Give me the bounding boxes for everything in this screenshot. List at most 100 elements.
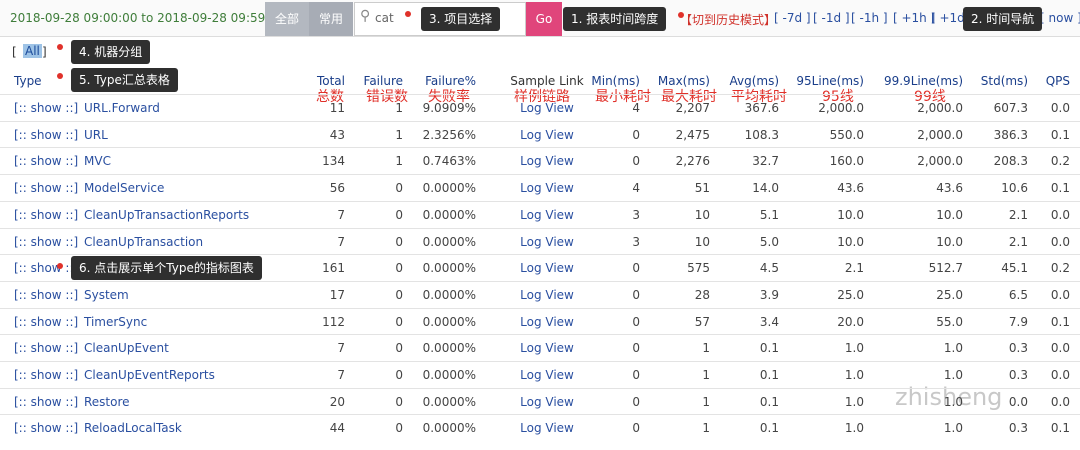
line95: 2.1 (844, 261, 864, 276)
line999: 1.0 (943, 394, 963, 409)
log-view[interactable]: Log View (520, 127, 574, 142)
table-row (0, 361, 1080, 389)
max: 10 (694, 207, 710, 222)
table-row (0, 254, 1080, 282)
annotation: 总数 (316, 89, 344, 105)
log-view[interactable]: Log View (520, 261, 574, 276)
nav-link[interactable]: [ -1d ] (813, 11, 850, 25)
annotation: 最小耗时 (595, 89, 651, 105)
avg: 14.0 (752, 181, 779, 196)
log-view[interactable]: Log View (520, 314, 574, 329)
line95: 10.0 (837, 207, 864, 222)
annotation: 平均耗时 (731, 89, 787, 105)
type-name[interactable]: CleanUpEventReports (84, 368, 215, 382)
nav-link[interactable]: [ -1h ] (851, 11, 888, 25)
show-link[interactable]: [:: show ::] (14, 207, 79, 222)
show-link[interactable]: [:: show ::] (14, 154, 79, 169)
show-link[interactable]: [:: show ::] (14, 127, 79, 142)
log-view[interactable]: Log View (520, 421, 574, 436)
qps: 0.0 (1050, 101, 1070, 115)
failure-pct: 9.0909% (422, 101, 476, 115)
avg: 367.6 (744, 101, 779, 115)
total: 112 (322, 314, 345, 329)
min: 0 (632, 127, 640, 142)
show-link[interactable]: [:: show ::] (14, 101, 79, 115)
total: 44 (329, 421, 345, 436)
type-name[interactable]: System (84, 287, 129, 302)
annotation: 失败率 (428, 89, 470, 105)
nav-link[interactable]: [ now ] (1040, 11, 1080, 25)
type-name[interactable]: MVC (84, 154, 111, 169)
failure: 0 (395, 207, 403, 222)
type-name[interactable]: ModelService (84, 181, 165, 196)
min: 0 (632, 287, 640, 302)
min: 0 (632, 421, 640, 436)
column-header: Sample Link (510, 74, 584, 88)
type-name[interactable]: CleanUpTransactionReports (84, 207, 250, 222)
total: 20 (329, 394, 345, 409)
min: 0 (632, 154, 640, 169)
show-link[interactable]: [:: show ::] (14, 234, 79, 249)
total: 161 (322, 261, 345, 276)
total: 7 (337, 207, 345, 222)
log-view[interactable]: Log View (520, 368, 574, 382)
qps: 0.0 (1050, 234, 1070, 249)
tooltip: 2. 时间导航 (963, 7, 1043, 31)
std: 2.1 (1008, 234, 1028, 249)
show-link[interactable]: [:: show ::] (14, 287, 79, 302)
std: 0.3 (1008, 368, 1028, 382)
std: 6.5 (1008, 287, 1028, 302)
log-view[interactable]: Log View (520, 234, 574, 249)
log-view[interactable]: Log View (520, 154, 574, 169)
failure-pct: 0.0000% (422, 314, 476, 329)
type-name[interactable]: Restore (84, 394, 130, 409)
min: 4 (632, 101, 640, 115)
annotation: 95线 (822, 89, 854, 105)
std: 7.9 (1008, 314, 1028, 329)
log-view[interactable]: Log View (520, 341, 574, 356)
go-button[interactable]: Go (526, 2, 562, 36)
tooltip: 1. 报表时间跨度 (563, 7, 667, 31)
column-header: Std(ms) (980, 74, 1028, 88)
show-link[interactable]: [:: show ::] (14, 181, 79, 196)
show-link[interactable]: [:: show ::] (14, 314, 79, 329)
line95: 1.0 (844, 421, 864, 436)
column-header: Type (14, 74, 42, 88)
log-view[interactable]: Log View (520, 101, 574, 115)
line95: 43.6 (837, 181, 864, 196)
show-link[interactable]: [:: show ::] (14, 421, 79, 436)
group-all[interactable]: All (23, 44, 42, 58)
type-name[interactable]: URL.Forward (84, 101, 160, 115)
nav-link[interactable]: [ +1h ] (893, 11, 936, 25)
type-name[interactable]: TimerSync (84, 314, 148, 329)
line999: 1.0 (943, 341, 963, 356)
qps: 0.0 (1050, 207, 1070, 222)
tooltip-dot (57, 44, 63, 50)
all-button[interactable]: 全部 (265, 2, 309, 36)
annotation: 99线 (914, 89, 946, 105)
log-view[interactable]: Log View (520, 394, 574, 409)
avg: 0.1 (759, 368, 779, 382)
type-name[interactable]: URL (84, 127, 108, 142)
total: 17 (329, 287, 345, 302)
show-link[interactable]: [:: show ::] (14, 341, 79, 356)
type-name[interactable]: CleanUpEvent (84, 341, 169, 356)
common-button[interactable]: 常用 (309, 2, 353, 36)
table-row (0, 174, 1080, 202)
annotation: 样例链路 (514, 89, 570, 105)
type-name[interactable]: CleanUpTransaction (84, 234, 204, 249)
history-mode[interactable]: 【切到历史模式】 (680, 13, 777, 27)
log-view[interactable]: Log View (520, 181, 574, 196)
log-view[interactable]: Log View (520, 287, 574, 302)
show-link[interactable]: [:: show ::] (14, 394, 79, 409)
nav-link[interactable]: [ +1d ] (931, 11, 974, 25)
line999: 10.0 (936, 234, 963, 249)
log-view[interactable]: Log View (520, 207, 574, 222)
max: 2,475 (675, 127, 710, 142)
type-name[interactable]: ReloadLocalTask (84, 421, 182, 436)
show-link[interactable]: [:: show ::] (14, 368, 79, 382)
total: 43 (329, 127, 345, 142)
nav-link[interactable]: [ -7d ] (774, 11, 811, 25)
line95: 1.0 (844, 394, 864, 409)
